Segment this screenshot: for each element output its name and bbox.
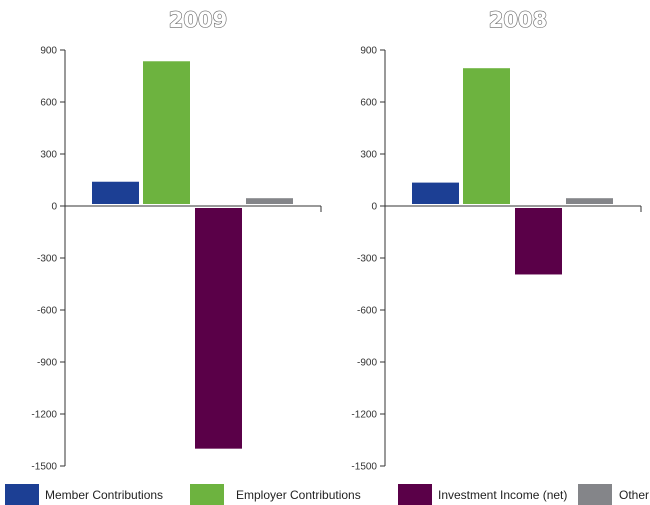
panel-title-2008: 2008 xyxy=(489,8,547,32)
y-tick-label-2009: 300 xyxy=(40,150,57,161)
legend-label-employer-contributions: Employer Contributions xyxy=(236,488,361,502)
y-tick-label-2008: 600 xyxy=(360,98,377,109)
y-tick-label-2009: -1200 xyxy=(31,410,57,421)
legend-label-other: Other xyxy=(619,488,650,502)
bar-employer-contributions-2009 xyxy=(143,61,190,205)
y-tick-label-2009: -600 xyxy=(37,306,57,317)
y-tick-label-2008: -1500 xyxy=(351,462,377,473)
legend-swatch-investment-income xyxy=(398,484,432,505)
legend-label-member-contributions: Member Contributions xyxy=(45,488,164,502)
charts-area: 2009 900 600 300 0 -300 -600 -900 -1200 -1500 2008… xyxy=(31,7,642,473)
y-tick-label-2008: 900 xyxy=(360,46,377,57)
y-tick-label-2008: 0 xyxy=(371,202,377,213)
legend-swatch-employer-contributions xyxy=(190,484,224,505)
legend-swatch-member-contributions xyxy=(5,484,39,505)
bar-member-contributions-2008 xyxy=(412,182,459,204)
y-tick-label-2009: -300 xyxy=(37,254,57,265)
bar-employer-contributions-2008 xyxy=(463,68,510,204)
y-tick-label-2008: 300 xyxy=(360,150,377,161)
y-tick-label-2009: -1500 xyxy=(31,462,57,473)
y-tick-label-2008: -1200 xyxy=(351,410,377,421)
bar-other-2008 xyxy=(566,198,613,204)
bar-other-2009 xyxy=(246,198,293,204)
y-tick-label-2008: -600 xyxy=(357,306,377,317)
bar-investment-income-net-2009 xyxy=(195,208,242,449)
panel-title-2009: 2009 xyxy=(169,8,227,32)
y-tick-label-2009: 900 xyxy=(40,46,57,57)
y-tick-label-2009: -900 xyxy=(37,358,57,369)
bar-member-contributions-2009 xyxy=(92,181,139,204)
bar-investment-income-net-2008 xyxy=(515,208,562,275)
y-tick-label-2009: 600 xyxy=(40,98,57,109)
y-tick-label-2008: -300 xyxy=(357,254,377,265)
legend-label-investment-income: Investment Income (net) xyxy=(438,488,568,502)
y-tick-label-2009: 0 xyxy=(51,202,57,213)
legend-swatch-other xyxy=(578,484,612,505)
legend: Member Contributions Employer Contributi… xyxy=(0,482,650,505)
y-tick-label-2008: -900 xyxy=(357,358,377,369)
